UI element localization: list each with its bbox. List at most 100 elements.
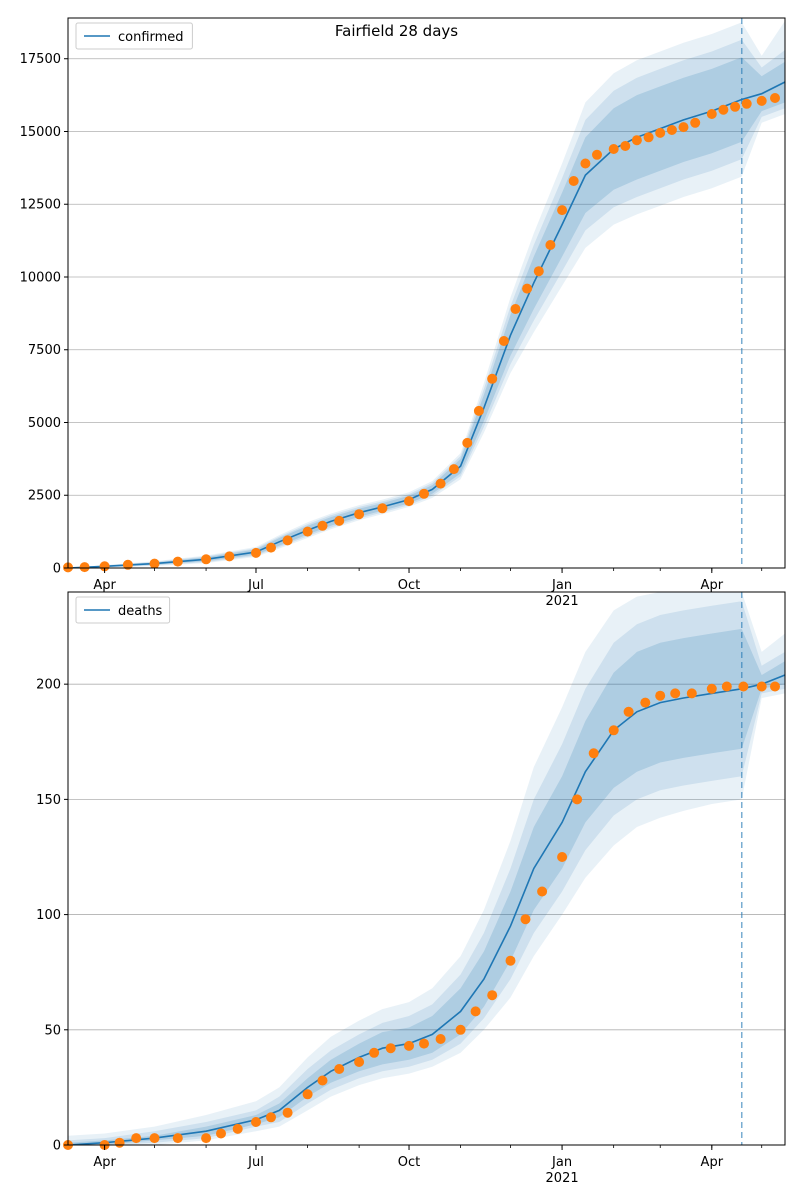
observed-point	[131, 1133, 142, 1144]
observed-point	[149, 558, 160, 569]
observed-point	[580, 158, 591, 169]
observed-points	[63, 93, 780, 573]
observed-point	[435, 478, 446, 489]
observed-point	[568, 176, 579, 186]
observed-point	[557, 852, 568, 862]
legend: deaths	[75, 596, 171, 624]
y-tick-label: 7500	[28, 343, 61, 358]
observed-point	[251, 547, 261, 558]
observed-point	[706, 109, 717, 119]
y-tick-label: 10000	[20, 270, 61, 285]
observed-point	[631, 135, 642, 146]
x-tick-sublabel: 2021	[546, 1171, 579, 1186]
y-tick-label: 200	[36, 678, 61, 693]
observed-point	[738, 681, 749, 692]
observed-point	[545, 240, 556, 250]
observed-point	[266, 1112, 276, 1123]
observed-point	[122, 559, 133, 570]
observed-point	[149, 1133, 160, 1144]
x-tick-sublabel: 2021	[546, 594, 579, 609]
observed-point	[419, 488, 429, 499]
y-tick-label: 0	[53, 562, 61, 577]
y-axis: 0 50 100 150 200	[36, 678, 68, 1154]
x-tick-label: Jan	[551, 578, 572, 593]
observed-point	[678, 122, 689, 133]
y-axis: 0 2500 5000 7500 10000 12500 15000 17500	[20, 52, 68, 577]
x-tick-label: Oct	[398, 578, 420, 593]
observed-point	[770, 93, 780, 103]
observed-points	[63, 681, 780, 1150]
observed-point	[623, 706, 634, 717]
x-tick-label: Apr	[701, 1155, 724, 1170]
y-tick-label: 100	[36, 908, 61, 923]
observed-point	[655, 127, 666, 138]
uncertainty-band	[68, 628, 785, 1145]
plot-frame	[67, 17, 786, 569]
observed-point	[404, 496, 414, 507]
observed-point	[487, 373, 498, 384]
legend-box	[75, 22, 193, 50]
y-tick-label: 5000	[28, 416, 61, 431]
series-line	[67, 674, 786, 1146]
legend: confirmed	[75, 22, 193, 50]
observed-point	[216, 1128, 226, 1139]
observed-point	[266, 542, 276, 553]
chart-panel-confirmed: 0 2500 5000 7500 10000 12500 15000 17500 Apr Jul…	[20, 17, 786, 609]
observed-point	[470, 1006, 481, 1017]
x-tick-label: Jul	[247, 1155, 264, 1170]
x-tick-label: Apr	[701, 578, 724, 593]
observed-point	[620, 141, 631, 151]
uncertainty-bands	[68, 592, 785, 1145]
legend-label-deaths: deaths	[118, 604, 163, 619]
observed-point	[756, 681, 767, 692]
grid-lines	[68, 683, 785, 1031]
model-lines	[67, 674, 786, 1146]
observed-point	[282, 535, 293, 546]
observed-point	[377, 503, 388, 514]
plot-frame	[67, 591, 786, 1146]
observed-point	[572, 794, 583, 805]
observed-point	[172, 556, 183, 567]
observed-point	[655, 690, 666, 701]
uncertainty-band	[68, 592, 785, 1145]
observed-point	[99, 561, 110, 572]
observed-point	[448, 464, 459, 475]
observed-point	[505, 955, 516, 966]
legend-box	[75, 596, 171, 624]
observed-point	[385, 1043, 396, 1054]
observed-point	[557, 205, 568, 216]
observed-point	[670, 688, 681, 699]
observed-point	[756, 95, 767, 106]
observed-point	[718, 104, 729, 115]
observed-point	[435, 1034, 446, 1044]
observed-point	[592, 149, 602, 160]
x-tick-label: Apr	[93, 578, 116, 593]
x-tick-label: Apr	[93, 1155, 116, 1170]
observed-point	[201, 1133, 212, 1144]
observed-point	[201, 554, 212, 565]
observed-point	[282, 1107, 293, 1118]
observed-point	[533, 266, 544, 277]
observed-point	[369, 1047, 380, 1058]
observed-point	[334, 515, 345, 526]
observed-point	[643, 132, 654, 143]
y-tick-label: 15000	[20, 125, 61, 140]
y-tick-label: 12500	[20, 198, 61, 213]
observed-point	[640, 697, 651, 708]
observed-point	[730, 101, 741, 112]
observed-point	[172, 1133, 183, 1144]
observed-point	[537, 886, 548, 897]
y-tick-label: 17500	[20, 52, 61, 67]
observed-point	[419, 1038, 429, 1049]
observed-point	[721, 681, 732, 692]
x-tick-label: Oct	[398, 1155, 420, 1170]
legend-label-confirmed: confirmed	[118, 30, 184, 45]
observed-point	[354, 1057, 365, 1067]
observed-point	[487, 990, 498, 1001]
observed-point	[690, 117, 701, 128]
observed-point	[232, 1123, 243, 1134]
x-tick-label: Jan	[551, 1155, 572, 1170]
